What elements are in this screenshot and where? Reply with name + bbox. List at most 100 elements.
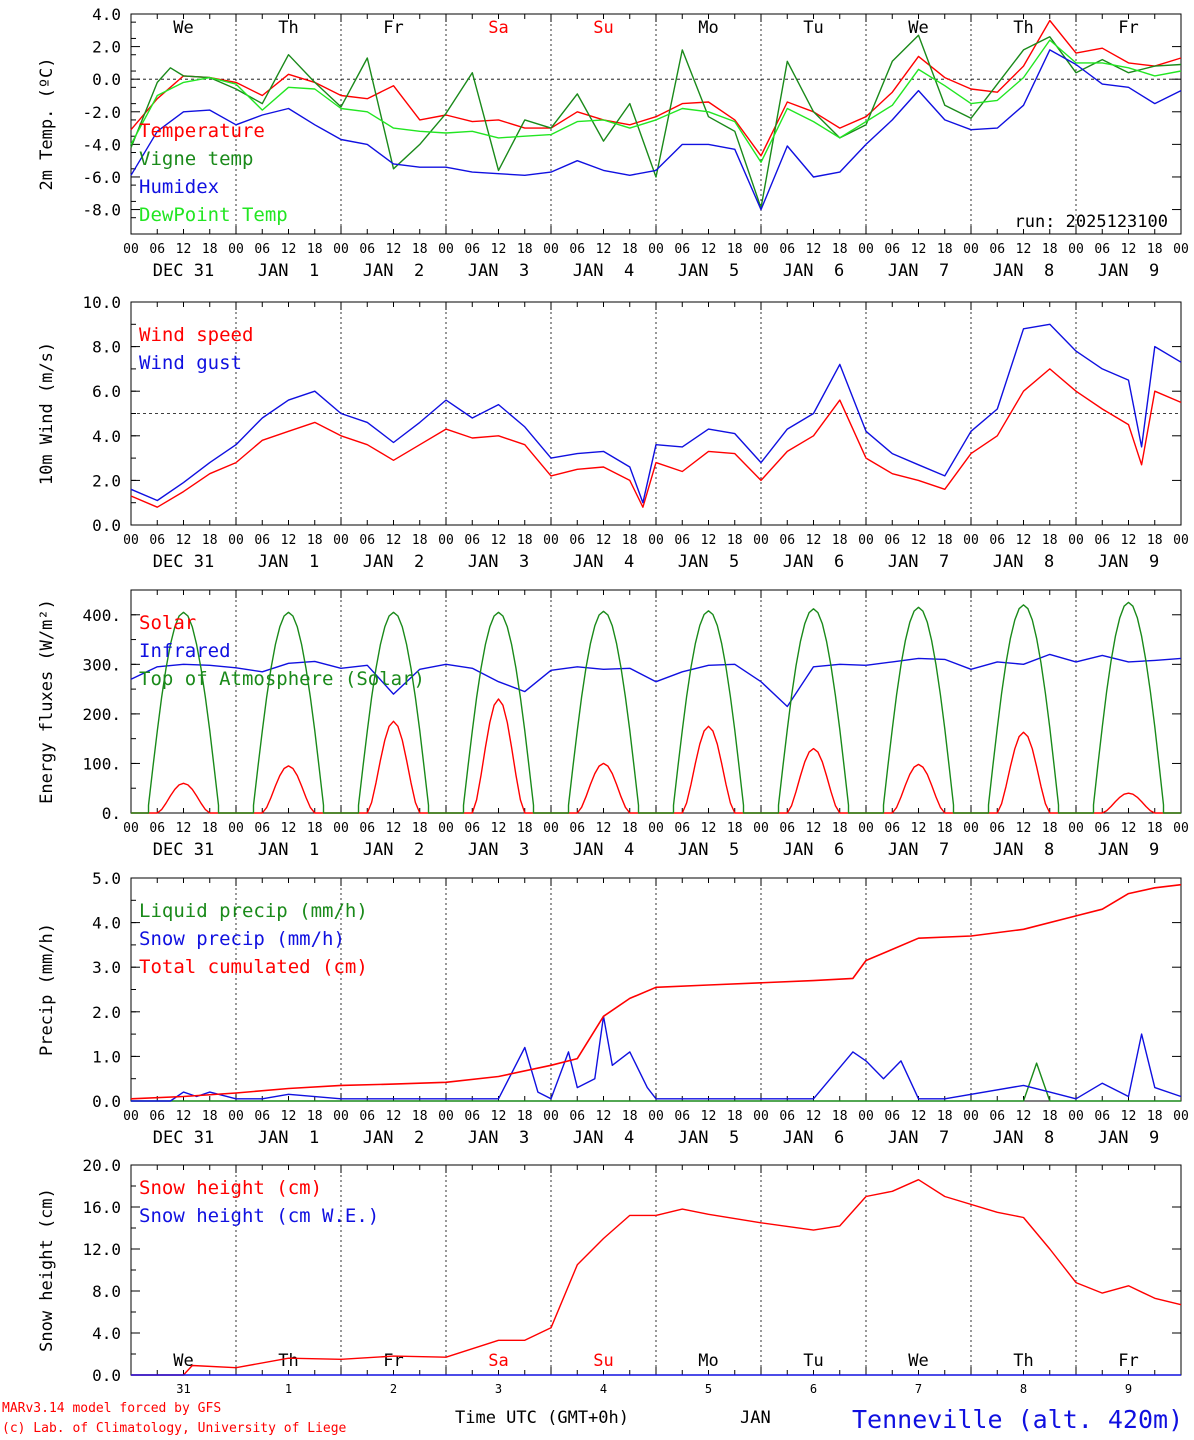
flux-hour-label: 12 [596,821,612,836]
flux-hour-label: 12 [491,821,507,836]
precip-y-tick-label: 0.0 [92,1092,121,1111]
temp-date-label: JAN 4 [573,261,634,281]
temp-hour-label: 18 [937,242,953,257]
precip-hour-label: 00 [963,1109,979,1124]
temp-hour-label: 00 [543,242,559,257]
precip-hour-label: 18 [412,1109,428,1124]
temp-hour-label: 00 [1173,242,1189,257]
precip-hour-label: 06 [674,1109,690,1124]
temp-hour-label: 12 [911,242,927,257]
wind-hour-label: 06 [989,533,1005,548]
temp-hour-label: 00 [858,242,874,257]
temp-date-label: JAN 1 [258,261,319,281]
temp-hour-label: 06 [149,242,165,257]
wind-date-label: JAN 2 [363,552,424,572]
flux-hour-label: 18 [517,821,533,836]
flux-date-label: JAN 7 [888,840,949,860]
wind-date-label: JAN 5 [678,552,739,572]
snow-weekday-label: Tu [803,1351,823,1371]
panel-precip: 5.0 4.0 3.0 2.0 1.0 0.0 Precip (mm/h) 00 06 12 18 0… [37,869,1189,1148]
snow-weekday-label: We [908,1351,928,1371]
flux-y-tick-label: 300. [82,655,121,674]
precip-hour-label: 12 [176,1109,192,1124]
wind-date-label: JAN 6 [783,552,844,572]
precip-date-label: JAN 8 [993,1128,1054,1148]
precip-hour-label: 12 [281,1109,297,1124]
wind-hour-label: 00 [228,533,244,548]
precip-hour-label: 06 [464,1109,480,1124]
flux-date-label: JAN 4 [573,840,634,860]
temp-date-label: JAN 7 [888,261,949,281]
snow-weekday-label: Fr [1118,1351,1138,1371]
temp-series-temperature [130,19,1182,157]
temp-date-label: JAN 3 [468,261,529,281]
wind-hour-label: 00 [543,533,559,548]
wind-hour-label: 00 [858,533,874,548]
temp-y-tick-label: -6.0 [82,168,121,187]
precip-hour-label: 06 [149,1109,165,1124]
flux-date-label: JAN 1 [258,840,319,860]
temp-hour-label: 18 [1042,242,1058,257]
wind-hour-label: 00 [1068,533,1084,548]
wind-hour-label: 12 [701,533,717,548]
precip-hour-label: 06 [1094,1109,1110,1124]
temp-hour-label: 12 [176,242,192,257]
precip-date-label: JAN 5 [678,1128,739,1148]
precip-hour-label: 12 [911,1109,927,1124]
temp-date-label: JAN 9 [1098,261,1159,281]
temp-hour-label: 12 [386,242,402,257]
flux-hour-label: 00 [438,821,454,836]
precip-date-label: JAN 2 [363,1128,424,1148]
wind-hour-label: 12 [386,533,402,548]
snow-weekday-label: We [173,1351,193,1371]
wind-hour-label: 06 [464,533,480,548]
wind-hour-label: 18 [412,533,428,548]
wind-hour-label: 00 [123,533,139,548]
snow-weekday-label: Fr [383,1351,403,1371]
snow-legend-entry: Snow height (cm W.E.) [139,1205,379,1227]
wind-hour-label: 06 [359,533,375,548]
precip-series-snow-precip-mm-h [131,1015,1182,1102]
wind-y-tick-label: 8.0 [92,338,121,357]
temp-weekday-label: Tu [803,18,823,38]
precip-series-liquid-precip-mm-h [131,1062,1181,1102]
temp-hour-label: 06 [569,242,585,257]
temp-hour-label: 06 [989,242,1005,257]
flux-hour-label: 06 [464,821,480,836]
wind-date-label: JAN 3 [468,552,529,572]
precip-hour-label: 06 [569,1109,585,1124]
temp-weekday-label: Th [278,18,298,38]
temp-hour-label: 18 [517,242,533,257]
temp-hour-label: 12 [701,242,717,257]
precip-hour-label: 18 [517,1109,533,1124]
wind-hour-label: 12 [281,533,297,548]
temp-hour-label: 18 [622,242,638,257]
wind-y-tick-label: 4.0 [92,427,121,446]
precip-hour-label: 18 [307,1109,323,1124]
flux-hour-label: 12 [176,821,192,836]
wind-hour-label: 18 [832,533,848,548]
wind-y-tick-label: 0.0 [92,516,121,535]
snow-weekday-label: Su [593,1351,613,1371]
precip-date-label: JAN 3 [468,1128,529,1148]
temp-hour-label: 12 [806,242,822,257]
precip-y-tick-label: 2.0 [92,1003,121,1022]
temp-legend-entry: Vigne temp [139,148,253,170]
wind-hour-label: 12 [491,533,507,548]
wind-hour-label: 00 [963,533,979,548]
panel-snow: 20.0 16.0 12.0 8.0 4.0 0.0 Snow height (cm) 31 1… [37,1156,1182,1396]
precip-hour-label: 06 [359,1109,375,1124]
flux-hour-label: 18 [1147,821,1163,836]
precip-date-label: JAN 4 [573,1128,634,1148]
precip-hour-label: 00 [123,1109,139,1124]
precip-hour-label: 00 [1068,1109,1084,1124]
temp-hour-label: 06 [1094,242,1110,257]
precip-hour-label: 00 [1173,1109,1189,1124]
precip-hour-label: 00 [333,1109,349,1124]
wind-series-wind-speed [130,368,1182,508]
temp-hour-label: 00 [648,242,664,257]
temp-hour-label: 00 [963,242,979,257]
precip-y-tick-label: 1.0 [92,1047,121,1066]
flux-hour-label: 12 [1016,821,1032,836]
temp-hour-label: 00 [123,242,139,257]
